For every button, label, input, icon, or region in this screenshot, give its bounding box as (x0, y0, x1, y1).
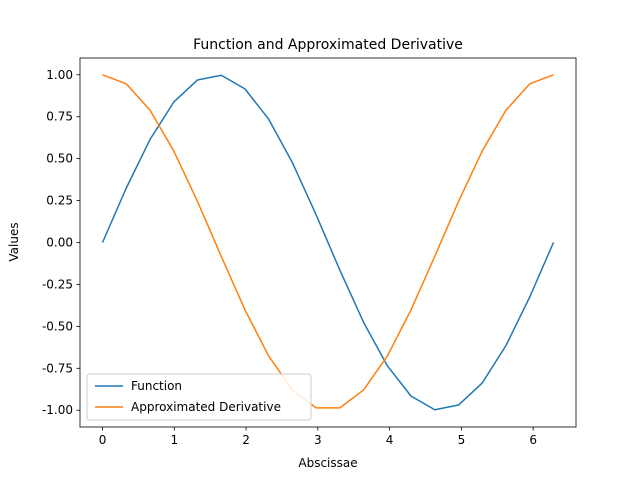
x-tick-label-2: 2 (242, 433, 250, 447)
legend-label-1: Approximated Derivative (131, 400, 281, 414)
x-tick-label-0: 0 (99, 433, 107, 447)
legend-box (86, 373, 312, 421)
plot-area: 0 1 2 3 4 5 6 -1.00 -0.75 -0.50 -0.25 0.00 0.25 0.50 0… (42, 57, 577, 447)
y-tick-label-8: 1.00 (46, 68, 73, 82)
y-tick-label-7: 0.75 (46, 110, 73, 124)
y-axis-label: Values (7, 222, 21, 261)
x-tick-label-1: 1 (170, 433, 178, 447)
y-tick-label-2: -0.50 (42, 319, 73, 333)
y-tick-label-3: -0.25 (42, 277, 73, 291)
x-tick-label-6: 6 (529, 433, 537, 447)
series-line-0 (101, 74, 555, 411)
chart-title: Function and Approximated Derivative (193, 37, 463, 53)
y-tick-label-1: -0.75 (42, 361, 73, 375)
x-tick-label-4: 4 (386, 433, 394, 447)
y-tick-label-4: 0.00 (46, 236, 73, 250)
y-tick-label-5: 0.25 (46, 194, 73, 208)
x-tick-label-5: 5 (458, 433, 466, 447)
legend-label-0: Function (131, 379, 182, 393)
y-tick-label-0: -1.00 (42, 403, 73, 417)
legend: Function Approximated Derivative (86, 373, 312, 421)
x-axis-label: Abscissae (298, 456, 357, 470)
series-line-1 (102, 74, 554, 409)
x-tick-label-3: 3 (314, 433, 322, 447)
y-tick-label-6: 0.50 (46, 152, 73, 166)
